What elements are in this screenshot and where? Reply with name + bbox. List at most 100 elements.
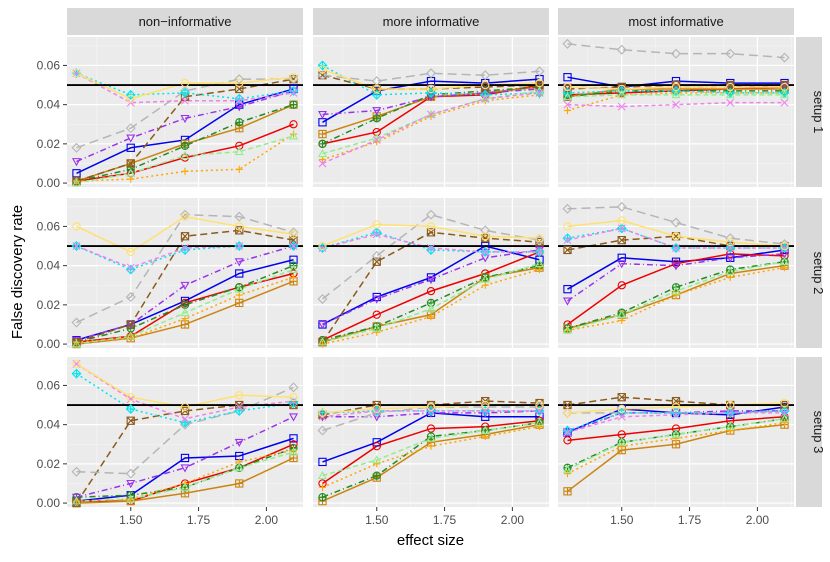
series-line <box>322 245 540 326</box>
data-point <box>235 391 244 400</box>
facet-panel <box>67 37 303 187</box>
series-markers <box>563 264 789 334</box>
data-point <box>726 237 735 247</box>
data-point <box>372 257 381 266</box>
data-point-stroke <box>481 83 490 91</box>
data-point <box>235 226 244 235</box>
data-point <box>426 68 436 79</box>
series-markers <box>563 398 789 418</box>
series-line <box>76 90 294 163</box>
data-point <box>288 227 299 238</box>
data-point-stroke <box>672 100 680 109</box>
row-strip-label: setup 3 <box>811 411 826 454</box>
series-markers <box>563 82 789 94</box>
data-point-stroke <box>235 84 244 93</box>
data-point <box>288 382 299 393</box>
data-point <box>72 359 81 369</box>
facet-panel <box>313 198 549 348</box>
data-point <box>726 82 735 92</box>
x-tick-label: 1.50 <box>119 513 143 527</box>
data-point-stroke <box>563 428 572 437</box>
data-point <box>289 393 298 402</box>
row-strip-label: setup 2 <box>811 252 826 295</box>
data-point <box>126 494 136 503</box>
data-point <box>671 429 681 438</box>
data-point <box>71 317 82 328</box>
data-point <box>180 212 190 221</box>
series-line <box>322 410 540 414</box>
series-markers <box>72 212 298 257</box>
data-point <box>71 178 82 187</box>
data-point <box>563 245 572 255</box>
data-point-stroke <box>235 401 244 410</box>
data-point <box>180 419 190 430</box>
x-tick-label: 1.75 <box>433 513 457 527</box>
data-point <box>125 468 136 479</box>
series-markers <box>71 209 299 328</box>
series-markers <box>72 273 298 346</box>
data-point-stroke <box>563 100 572 109</box>
data-point <box>617 84 626 94</box>
y-tick-label: 0.00 <box>37 496 61 510</box>
facet-panel <box>558 198 794 348</box>
data-point <box>534 417 545 427</box>
data-point <box>426 84 436 94</box>
data-point-stroke <box>126 416 135 425</box>
data-point <box>481 400 490 410</box>
data-point-stroke <box>726 81 735 90</box>
data-point <box>562 92 573 101</box>
series-line <box>322 223 540 247</box>
data-point <box>288 413 299 422</box>
data-point-stroke <box>181 244 189 252</box>
y-tick-label: 0.02 <box>37 137 61 151</box>
data-point <box>71 68 82 79</box>
data-point <box>235 84 244 94</box>
series-markers <box>563 216 789 251</box>
data-point <box>126 143 135 152</box>
data-point <box>671 402 681 412</box>
data-point <box>535 78 544 88</box>
data-point-stroke <box>535 81 544 90</box>
series-line <box>322 400 540 416</box>
data-point <box>180 307 190 317</box>
row-strip <box>796 198 822 348</box>
data-point-stroke <box>617 236 626 245</box>
data-point-stroke <box>126 263 135 272</box>
series-markers <box>563 224 789 252</box>
y-tick-label: 0.02 <box>37 457 61 471</box>
data-point <box>125 264 136 275</box>
column-strip <box>558 8 794 35</box>
data-point <box>480 274 490 283</box>
data-point <box>371 89 382 100</box>
series-markers <box>562 38 790 63</box>
data-point-stroke <box>563 245 572 254</box>
series-line <box>322 78 540 123</box>
data-point-stroke <box>235 403 244 411</box>
data-point <box>180 209 190 220</box>
data-point <box>725 90 735 99</box>
data-point <box>72 169 81 178</box>
data-point <box>616 44 627 55</box>
data-point <box>234 284 244 293</box>
data-point <box>563 222 572 231</box>
series-line <box>76 437 294 502</box>
data-point <box>125 403 136 414</box>
column-strip <box>313 8 549 35</box>
series-markers <box>318 88 544 168</box>
y-tick-label: 0.00 <box>37 176 61 190</box>
data-point <box>372 127 381 137</box>
data-point <box>71 339 82 348</box>
y-tick-label: 0.02 <box>37 298 61 312</box>
data-point <box>779 256 790 266</box>
data-point <box>234 438 244 448</box>
data-point <box>779 414 790 423</box>
data-point <box>372 84 381 94</box>
data-point <box>780 241 789 251</box>
series-line <box>567 43 785 59</box>
data-point <box>617 309 627 319</box>
data-point <box>126 321 136 330</box>
data-point-stroke <box>372 257 381 266</box>
data-point <box>616 223 627 234</box>
series-markers <box>72 359 298 412</box>
data-point <box>671 286 681 295</box>
